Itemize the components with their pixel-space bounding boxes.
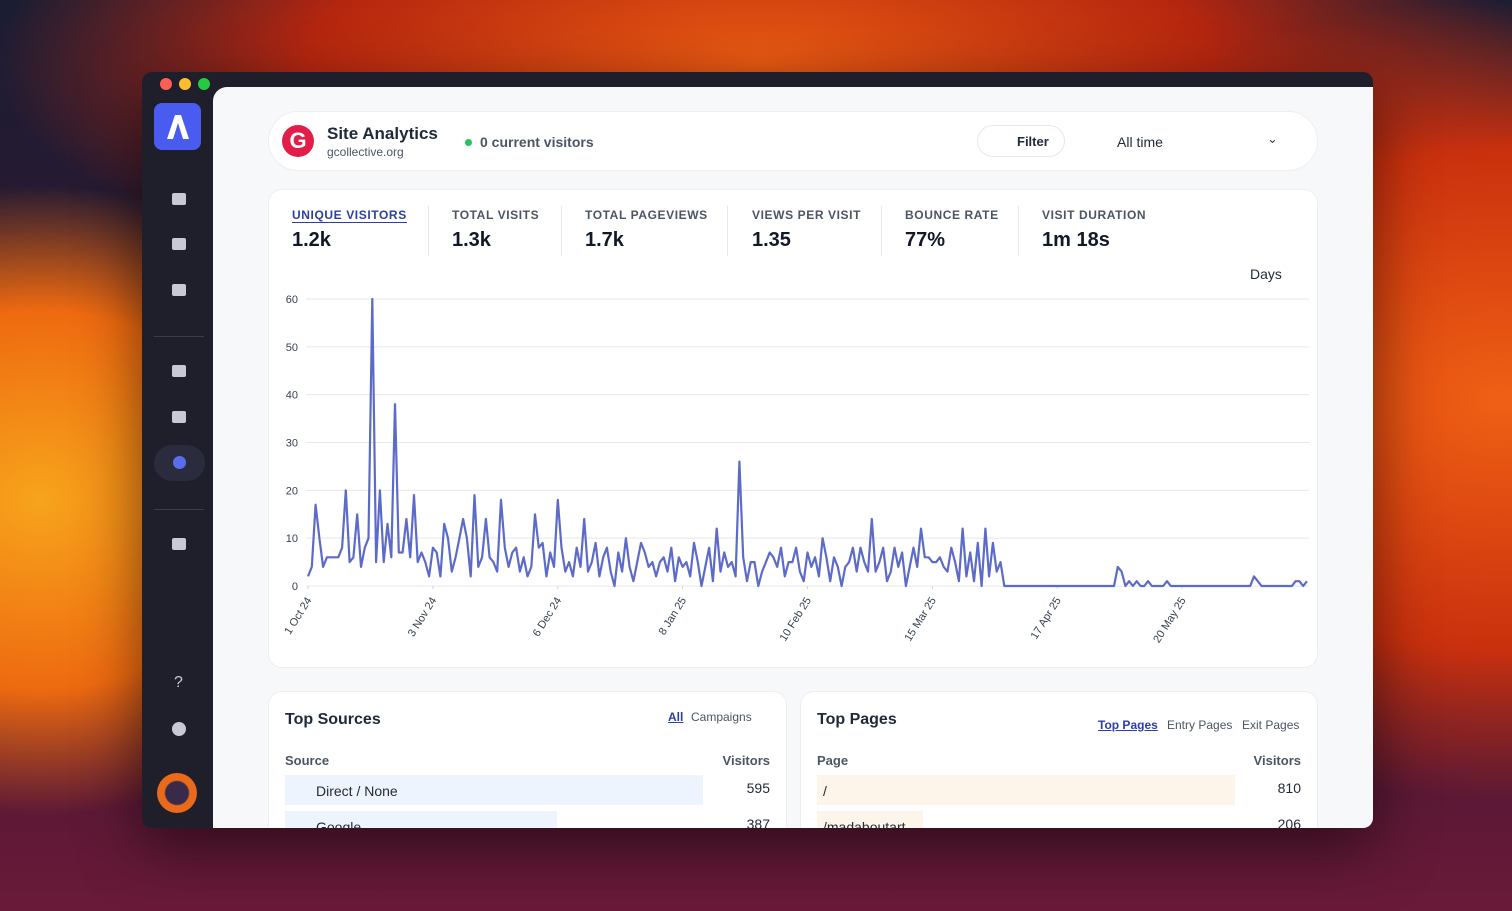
card-title: Top Pages [817,711,897,728]
filter-button[interactable]: Filter [977,125,1065,157]
nav-analytics[interactable] [154,445,205,481]
column-header: Page [817,753,849,768]
logo-mark [167,115,189,139]
minimize-button[interactable] [179,78,191,90]
app-logo[interactable] [154,103,201,150]
row-bar [817,775,1235,805]
stat-label[interactable]: TOTAL PAGEVIEWS [585,208,708,222]
stats-card: Days 0 10 20 30 40 50 60 1 Oct 24 3 Nov 24 6 Dec … [268,189,1318,668]
y-tick-label: 20 [286,485,298,497]
nav-home[interactable] [172,193,186,205]
nav-media[interactable] [172,284,186,296]
x-tick-label: 8 Jan 25 [657,595,690,637]
interval-select[interactable]: Days [1250,266,1282,282]
period-select[interactable]: All time [1117,134,1163,150]
help-icon[interactable]: ? [174,674,183,691]
tab[interactable]: All [668,710,684,724]
analytics-icon [173,456,186,469]
header-card: G Site Analytics gcollective.org 0 curre… [268,111,1318,171]
column-header: Visitors [1253,753,1301,768]
sources-card: Top Sources All Campaigns Source Visitors Dir… [268,691,787,828]
y-tick-label: 40 [286,390,298,402]
row-bar [817,811,924,828]
y-tick-label: 0 [292,581,298,593]
row-value: 387 [746,816,770,828]
stat-label[interactable]: VIEWS PER VISIT [752,208,862,222]
stat-label[interactable]: VISIT DURATION [1042,208,1147,222]
column-header: Visitors [722,753,770,768]
live-dot [465,139,472,146]
x-tick-label: 17 Apr 25 [1029,595,1064,641]
row-label[interactable]: /madaboutart [823,819,906,828]
stat-label[interactable]: UNIQUE VISITORS [292,208,407,223]
pages-card: Top Pages Top Pages Entry Pages Exit Pages P… [800,691,1318,828]
row-value: 810 [1277,780,1301,796]
stat-value: 1.3k [452,229,491,251]
tab[interactable]: Entry Pages [1167,718,1233,732]
stat-label[interactable]: BOUNCE RATE [905,208,999,222]
site-icon: G [282,125,314,157]
app-window: ? ‹ G Site Analytics gcollective.org 0 c… [142,72,1373,828]
stat-value: 1m 18s [1042,229,1110,251]
stat-divider [1018,206,1019,256]
divider [154,509,204,510]
close-button[interactable] [160,78,172,90]
tab[interactable]: Exit Pages [1242,718,1300,732]
row-label[interactable]: / [823,783,827,799]
stat-value: 1.7k [585,229,624,251]
stat-value: 1.2k [292,229,331,251]
card-title: Top Sources [285,711,381,728]
avatar[interactable] [157,773,197,813]
stat-label[interactable]: TOTAL VISITS [452,208,540,222]
stat-divider [561,206,562,256]
y-tick-label: 10 [286,533,298,545]
period-caret: ⌄ [1267,131,1278,146]
site-title: Site Analytics [327,124,438,143]
row-value: 206 [1277,816,1301,828]
tab[interactable]: Top Pages [1098,718,1158,732]
nav-redirects[interactable] [172,411,186,423]
row-bar [285,811,557,828]
stat-divider [881,206,882,256]
row-value: 595 [746,780,770,796]
nav-menu[interactable] [172,365,186,377]
x-tick-label: 1 Oct 24 [282,595,314,637]
x-tick-label: 3 Nov 24 [406,595,440,639]
main-content: G Site Analytics gcollective.org 0 curre… [213,87,1373,828]
y-tick-label: 50 [286,342,298,354]
divider [154,336,204,337]
row-label[interactable]: Direct / None [316,783,398,799]
stat-value: 1.35 [752,229,791,251]
nav-posts[interactable] [172,238,186,250]
zoom-button[interactable] [198,78,210,90]
x-tick-label: 15 Mar 25 [902,595,938,643]
y-tick-label: 30 [286,438,298,450]
row-label[interactable]: Google [316,819,362,828]
nav-plugins[interactable] [172,538,186,550]
stat-divider [727,206,728,256]
live-visitors: 0 current visitors [480,134,594,150]
site-domain: gcollective.org [327,145,404,159]
y-tick-label: 60 [286,294,298,306]
chart: 0 10 20 30 40 50 60 1 Oct 24 3 Nov 24 6 Dec 24 8 J… [282,294,1309,645]
row-bar [285,775,703,805]
column-header: Source [285,753,330,768]
x-tick-label: 10 Feb 25 [778,595,814,643]
stat-value: 77% [905,229,946,251]
tab[interactable]: Campaigns [691,710,752,724]
x-tick-label: 6 Dec 24 [531,595,565,639]
stat-divider [428,206,429,256]
x-tick-label: 20 May 25 [1151,595,1188,645]
settings-icon[interactable] [172,722,186,736]
data-line [306,297,1308,588]
